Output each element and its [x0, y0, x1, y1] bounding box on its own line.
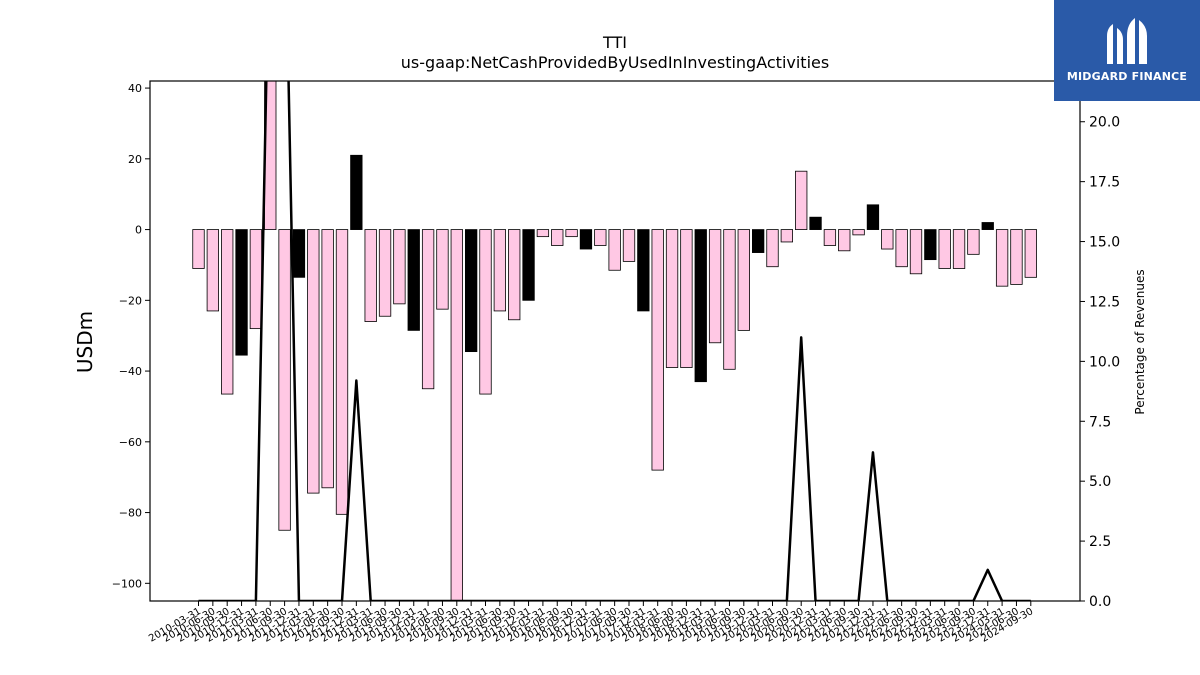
bar [393, 229, 406, 305]
bar [536, 229, 550, 238]
bar [680, 229, 693, 368]
bar [665, 229, 679, 368]
bar [278, 229, 291, 531]
logo-mark-icon [1107, 18, 1147, 64]
y-tick-label: −40 [119, 365, 142, 378]
bar [780, 229, 793, 243]
bar [622, 229, 636, 262]
bar [493, 229, 507, 312]
bar [694, 229, 707, 383]
y-ticks-right: 0.0 2.5 5.0 7.5 10.0 12.5 15.0 17.5 20.0 [1080, 115, 1120, 610]
chart-subtitle: us-gaap:NetCashProvidedByUsedInInvesting… [401, 53, 829, 72]
bar [881, 229, 894, 250]
y-right-tick-label: 20.0 [1089, 115, 1120, 131]
bar [823, 229, 837, 246]
bar [307, 229, 320, 494]
bar [221, 229, 234, 395]
bar [479, 229, 492, 395]
bar [981, 222, 994, 230]
y-axis-right-label: Percentage of Revenues [1133, 269, 1147, 414]
bars-group [192, 81, 1037, 601]
bar [809, 216, 822, 230]
bar [450, 229, 463, 601]
bar [723, 229, 736, 370]
y-axis-label: USDm [73, 311, 97, 373]
y-right-tick-label: 17.5 [1089, 175, 1120, 191]
y-right-tick-label: 2.5 [1089, 534, 1111, 550]
bar [608, 229, 621, 271]
bar [938, 229, 951, 269]
bar [995, 229, 1009, 287]
bar [436, 229, 449, 310]
y-ticks: 40 20 0 −20 −40 −60 −80 −100 [112, 82, 150, 590]
bar [407, 229, 420, 331]
bar [866, 204, 880, 230]
y-right-tick-label: 10.0 [1089, 354, 1120, 370]
bar [1010, 229, 1023, 285]
bar [249, 229, 263, 330]
bar [952, 229, 966, 269]
bar [637, 229, 650, 312]
bar [651, 229, 664, 471]
y-tick-label: −100 [112, 577, 142, 590]
bar [321, 229, 334, 489]
bar [235, 229, 248, 356]
bar [852, 229, 865, 236]
bar [350, 154, 363, 230]
x-ticks: 2010-03-312010-06-302010-09-302010-12-31… [147, 601, 1035, 645]
bar [508, 229, 521, 321]
y-tick-label: 0 [135, 224, 142, 237]
bar [766, 229, 779, 268]
y-right-tick-label: 7.5 [1089, 414, 1111, 430]
y-tick-label: −60 [119, 436, 142, 449]
logo: MIDGARD FINANCE [1054, 0, 1200, 101]
bar [421, 229, 435, 390]
bar [292, 229, 306, 278]
y-right-tick-label: 12.5 [1089, 294, 1120, 310]
bar [708, 229, 722, 344]
y-tick-label: −80 [119, 507, 142, 520]
chart-title: TTI [602, 33, 627, 52]
bar [565, 229, 578, 238]
bar [1024, 229, 1037, 278]
bar [737, 229, 750, 331]
bar [522, 229, 535, 301]
bar [335, 229, 349, 515]
bar [206, 229, 220, 312]
bar [838, 229, 851, 252]
bar [464, 229, 478, 353]
bar [192, 229, 205, 269]
y-right-tick-label: 0.0 [1089, 594, 1111, 610]
y-tick-label: 40 [128, 82, 142, 95]
bar [378, 229, 392, 317]
bar [909, 229, 923, 275]
bar [752, 229, 765, 253]
y-right-tick-label: 5.0 [1089, 474, 1111, 490]
bar [795, 170, 808, 230]
logo-text: MIDGARD FINANCE [1066, 70, 1188, 83]
bar [924, 229, 937, 261]
y-right-tick-label: 15.0 [1089, 235, 1120, 251]
bar [579, 229, 593, 250]
y-tick-label: −20 [119, 294, 142, 307]
bar [967, 229, 980, 255]
bar [364, 229, 377, 322]
bar [594, 229, 607, 246]
bar [551, 229, 564, 246]
y-tick-label: 20 [128, 153, 142, 166]
bar [895, 229, 908, 268]
